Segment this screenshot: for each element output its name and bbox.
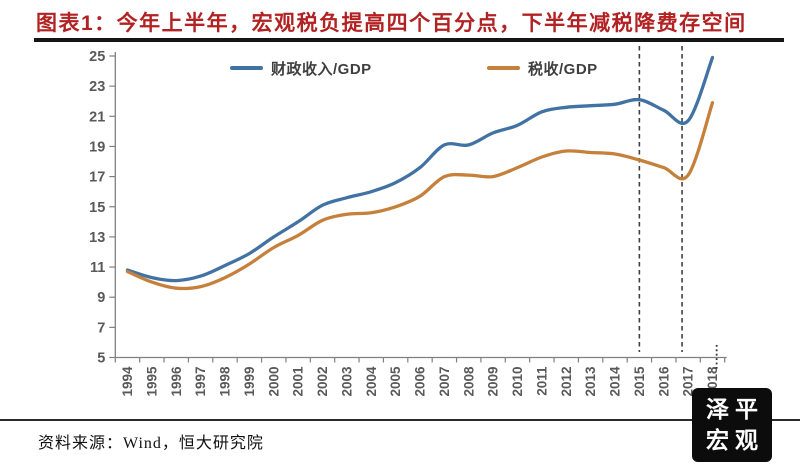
x-axis-year-label: 1997 bbox=[193, 367, 208, 397]
x-axis-year-label: 2004 bbox=[364, 366, 379, 397]
x-axis-year-label: 2000 bbox=[266, 367, 281, 397]
x-axis-year-label: 1999 bbox=[242, 367, 257, 397]
x-axis-year-label: 2017 bbox=[681, 367, 696, 397]
x-axis-year-label: 2002 bbox=[315, 367, 330, 397]
legend-label-tax: 税收/GDP bbox=[528, 60, 598, 78]
x-axis-year-label: 2003 bbox=[339, 366, 354, 397]
zeping-macro-logo: 泽平 宏观 bbox=[692, 388, 772, 462]
x-axis-year-label: 2007 bbox=[437, 367, 452, 397]
x-axis-year-label: 2015 bbox=[632, 366, 647, 397]
y-axis-tick-label: 7 bbox=[97, 320, 105, 336]
x-axis-year-label: 2008 bbox=[461, 366, 476, 397]
x-axis-year-label: 1998 bbox=[218, 366, 233, 397]
footer-divider bbox=[0, 419, 800, 421]
x-axis-year-label: 2014 bbox=[608, 366, 623, 397]
x-axis-year-label: 2001 bbox=[291, 366, 306, 397]
chart-title: 图表1：今年上半年，宏观税负提高四个百分点，下半年减税降费存空间 bbox=[36, 12, 747, 35]
legend-label-fiscal-revenue: 财政收入/GDP bbox=[271, 60, 372, 78]
y-axis-tick-label: 15 bbox=[89, 200, 105, 216]
legend-item-fiscal-revenue: 财政收入/GDP bbox=[230, 57, 372, 79]
x-axis-year-label: 2016 bbox=[656, 366, 671, 397]
y-axis-tick-label: 11 bbox=[90, 260, 105, 276]
y-axis-tick-label: 17 bbox=[89, 170, 105, 186]
tax-line-swatch-icon bbox=[487, 66, 520, 70]
logo-text-line2: 宏观 bbox=[706, 427, 764, 453]
tax-gdp-line bbox=[125, 101, 715, 291]
y-axis-tick-label: 13 bbox=[89, 230, 105, 246]
y-axis-tick-label: 19 bbox=[89, 139, 105, 155]
x-axis-year-label: 1996 bbox=[169, 366, 184, 397]
title-underline bbox=[34, 38, 784, 42]
chart-legend: 财政收入/GDP 税收/GDP bbox=[0, 57, 800, 79]
x-axis-year-label: 1995 bbox=[144, 366, 159, 397]
fiscal-line-swatch-icon bbox=[230, 66, 263, 70]
x-axis-year-label: 1994 bbox=[120, 366, 135, 397]
source-note: 资料来源：Wind，恒大研究院 bbox=[38, 435, 264, 452]
y-axis-tick-label: 5 bbox=[97, 351, 105, 367]
x-axis-year-label: 2013 bbox=[583, 366, 598, 397]
x-axis-year-label: 2011 bbox=[534, 366, 549, 396]
x-axis-year-label: 2005 bbox=[388, 366, 403, 397]
legend-item-tax: 税收/GDP bbox=[487, 57, 598, 79]
logo-text-line1: 泽平 bbox=[706, 396, 764, 422]
x-axis-year-label: 2010 bbox=[510, 367, 525, 397]
x-axis-year-label: 2006 bbox=[413, 366, 428, 397]
y-axis-tick-label: 25 bbox=[89, 49, 105, 65]
x-axis-year-label: 2009 bbox=[486, 367, 501, 397]
y-axis-tick-label: 9 bbox=[97, 290, 105, 306]
y-axis-tick-label: 21 bbox=[89, 109, 105, 125]
x-axis-year-label: 2012 bbox=[559, 367, 574, 397]
fiscal-revenue-gdp-line bbox=[125, 55, 715, 283]
y-axis-tick-label: 23 bbox=[89, 79, 105, 95]
